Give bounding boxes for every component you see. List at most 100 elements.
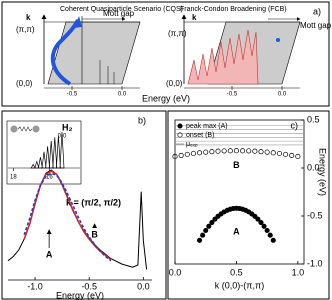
inset-peak — [48, 140, 54, 169]
annotation: k = (π/2, π/2) — [66, 197, 121, 207]
data-point — [276, 150, 282, 157]
plot-frame — [174, 119, 305, 265]
panel-a-right-title: Franck-Condon Broadening (FCB) — [180, 6, 287, 13]
x-tick-label: 0.0 — [169, 267, 182, 277]
y-tick-label: 0.5 — [307, 114, 320, 124]
qp-dot — [276, 38, 280, 42]
data-point — [206, 223, 212, 229]
inset-peak — [56, 135, 61, 169]
inset-title: H₂ — [62, 122, 73, 132]
series-annotation: B — [233, 160, 240, 170]
y-tick-label: -0.5 — [307, 210, 323, 220]
k-top: (π,π) — [168, 29, 187, 38]
x-tick-label: -0.5 — [81, 281, 97, 291]
x-tick-label: 18 — [10, 175, 17, 181]
data-point — [215, 148, 221, 154]
legend-label: onset (B) — [186, 132, 214, 139]
k-top: (π,π) — [16, 25, 35, 34]
inset-peak — [30, 163, 36, 169]
data-point — [267, 232, 273, 238]
panel-label: c) — [291, 120, 299, 130]
data-point — [255, 216, 261, 222]
data-point — [197, 150, 203, 156]
gap-label: Mott gap — [103, 9, 135, 18]
inset-peak — [41, 151, 47, 169]
band-region — [47, 21, 141, 85]
data-point — [258, 149, 264, 155]
inset-peak — [59, 131, 65, 169]
y-axis-label: Energy (eV) — [318, 148, 328, 196]
annotation: A — [46, 249, 53, 259]
data-point — [203, 149, 209, 155]
panel-c-frame — [167, 110, 330, 300]
spectrum-line — [23, 170, 112, 261]
data-point — [190, 150, 196, 157]
series-annotation: A — [233, 227, 240, 237]
data-point — [172, 153, 178, 160]
data-point — [289, 152, 295, 158]
data-point — [197, 237, 203, 243]
x-tick-label: -1.0 — [27, 281, 43, 291]
x-axis-label: Energy (eV) — [56, 290, 104, 300]
data-point — [200, 232, 206, 238]
data-point — [295, 153, 301, 160]
data-point — [264, 227, 270, 234]
dispersion-curve — [50, 19, 80, 86]
molecule-icon — [10, 125, 40, 133]
data-point — [178, 152, 184, 158]
panel-label: a) — [313, 6, 321, 16]
legend-marker — [177, 123, 183, 129]
x-tick-label: 16 — [46, 175, 53, 181]
data-point — [203, 227, 209, 234]
x-tick-label: 0.5 — [230, 267, 243, 277]
data-point — [209, 149, 215, 155]
data-point — [252, 148, 258, 154]
legend-label: μₑₓₚ — [186, 141, 198, 148]
x-axis-label: Energy (eV) — [142, 93, 190, 103]
k-label: k — [192, 13, 197, 22]
franck-condon-peaks — [187, 29, 259, 85]
data-point — [233, 148, 239, 154]
legend-label: peak max (A) — [186, 123, 228, 130]
inset-peak — [52, 137, 58, 169]
panel-label: b) — [138, 115, 146, 125]
data-point — [264, 149, 270, 155]
x-tick-label: 1.0 — [292, 267, 305, 277]
data-point — [252, 213, 258, 219]
panel-b-frame — [1, 110, 167, 300]
k-bottom: (0,0) — [16, 79, 33, 88]
data-point — [240, 148, 246, 154]
mu-lines — [99, 60, 115, 84]
legend-marker — [177, 132, 183, 138]
inset-annotation: 0-0 — [58, 134, 67, 140]
data-point — [283, 151, 289, 157]
gap-label: Mott gap — [300, 21, 332, 30]
inset-peak — [37, 157, 43, 169]
x-tick-label: 0.0 — [137, 281, 150, 291]
x-tick-label: 0.0 — [118, 92, 127, 98]
x-axis-label: k (0,0)-(π,π) — [215, 280, 264, 290]
data-point — [227, 148, 233, 154]
y-tick-label: -1.0 — [307, 258, 323, 268]
data-point — [270, 237, 276, 243]
annotation: B — [91, 229, 98, 239]
panel-a-left-title: Coherent Quasiparticle Scenario (CQS) — [60, 6, 183, 13]
dispersion-arrow — [74, 16, 82, 28]
data-point — [261, 223, 267, 229]
data-point — [212, 216, 218, 222]
data-point — [209, 219, 215, 226]
panel-a-frame — [1, 1, 330, 107]
data-point — [184, 151, 190, 157]
data-point — [270, 150, 276, 156]
data-point — [258, 219, 264, 226]
x-tick-label: 0.0 — [278, 92, 287, 98]
data-point — [221, 148, 227, 154]
spectrum-line — [23, 172, 112, 262]
k-bottom: (0,0) — [166, 79, 183, 88]
x-tick-label: -0.5 — [67, 92, 78, 98]
y-tick-label: 0.0 — [307, 162, 320, 172]
x-tick-label: -0.5 — [227, 92, 238, 98]
inset-peak — [34, 160, 40, 169]
data-point — [246, 148, 252, 154]
